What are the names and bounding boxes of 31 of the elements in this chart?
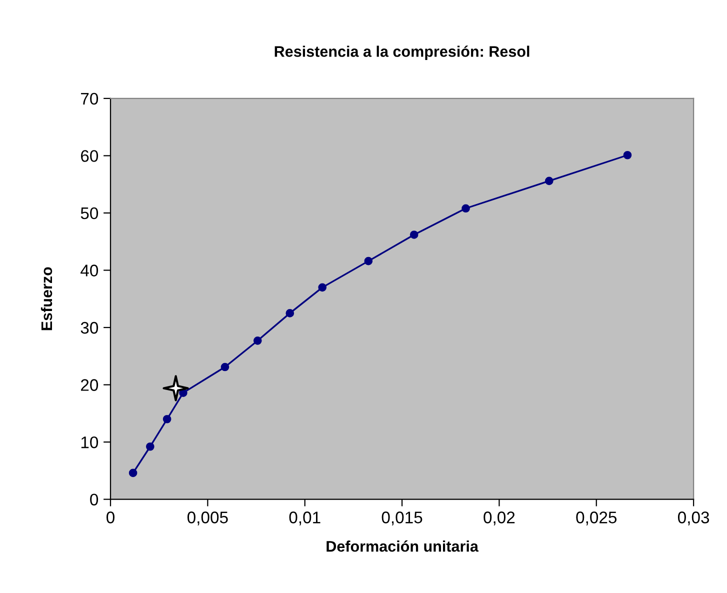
x-tick-label: 0: [106, 512, 114, 524]
point: [623, 150, 632, 160]
point: [410, 230, 418, 239]
point: [318, 283, 327, 292]
point: [162, 414, 172, 424]
x-tick-label: 0,01: [289, 512, 320, 526]
y-tick-label: 60: [81, 150, 98, 162]
x-tick-label: 0,03: [678, 512, 710, 526]
y-tick-label: 30: [80, 322, 98, 334]
y-axis-title: Esfuerzo: [40, 267, 52, 330]
x-tick-label: 0,005: [187, 512, 228, 526]
point: [128, 468, 138, 478]
point: [162, 375, 189, 402]
point: [286, 309, 294, 318]
y-tick-label: 0: [90, 494, 98, 506]
y-tick-label: 20: [81, 379, 98, 391]
x-axis-title: Deformación unitaria: [326, 540, 479, 552]
x-tick-label: 0,015: [382, 512, 422, 526]
x-tick-label: 0,02: [484, 512, 515, 526]
y-tick-label: 70: [81, 92, 98, 105]
y-tick-label: 10: [81, 436, 98, 448]
y-tick-label: 50: [80, 207, 98, 220]
point: [364, 256, 373, 266]
point: [544, 176, 554, 186]
point: [253, 336, 262, 345]
chart-title: Resistencia a la compresión: Resol: [274, 46, 530, 60]
y-tick-label: 40: [80, 264, 98, 276]
point: [220, 362, 230, 372]
point: [146, 442, 154, 451]
x-tick-label: 0,025: [576, 512, 617, 526]
point: [462, 204, 470, 213]
